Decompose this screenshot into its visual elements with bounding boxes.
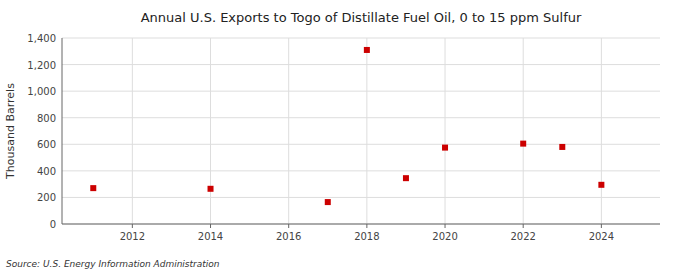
point	[208, 186, 214, 192]
x-tick	[366, 224, 367, 228]
y-tick-label: 1,000	[27, 86, 56, 97]
x-tick-label: 2020	[432, 231, 457, 242]
x-tick	[132, 224, 133, 228]
x-tick-label: 2022	[510, 231, 535, 242]
point	[325, 199, 331, 205]
grid-line	[132, 38, 133, 224]
chart-container: Annual U.S. Exports to Togo of Distillat…	[0, 0, 675, 275]
point	[442, 145, 448, 151]
grid-line	[62, 91, 660, 92]
grid-line	[62, 117, 660, 118]
grid-line	[62, 64, 660, 65]
grid-line	[62, 144, 660, 145]
point	[90, 185, 96, 191]
y-tick-label: 1,200	[27, 60, 56, 71]
y-tick-label: 600	[37, 139, 56, 150]
chart: Annual U.S. Exports to Togo of Distillat…	[0, 0, 675, 275]
x-tick	[288, 224, 289, 228]
y-tick-label: 400	[37, 166, 56, 177]
title: Annual U.S. Exports to Togo of Distillat…	[141, 10, 582, 25]
x-tick	[210, 224, 211, 228]
grid-line	[62, 38, 660, 39]
x-tick-label: 2024	[589, 231, 614, 242]
y-tick-label: 1,400	[27, 33, 56, 44]
x-tick-label: 2012	[120, 231, 145, 242]
point	[598, 182, 604, 188]
x-tick	[445, 224, 446, 228]
y-tick-label: 0	[50, 219, 56, 230]
x-tick-label: 2016	[276, 231, 301, 242]
y-tick-label: 800	[37, 113, 56, 124]
y-axis-line	[62, 38, 63, 224]
grid-line	[62, 224, 660, 225]
grid-line	[366, 38, 367, 224]
x-axis-line	[62, 224, 660, 225]
point	[364, 47, 370, 53]
x-tick-label: 2014	[198, 231, 223, 242]
point	[559, 144, 565, 150]
grid	[62, 38, 660, 224]
points	[90, 47, 604, 205]
grid-line	[445, 38, 446, 224]
x-tick	[523, 224, 524, 228]
y-axis-label: Thousand Barrels	[4, 83, 17, 180]
grid-line	[601, 38, 602, 224]
grid-line	[523, 38, 524, 224]
y-tick-label: 200	[37, 192, 56, 203]
point	[520, 141, 526, 147]
point	[403, 175, 409, 181]
grid-line	[288, 38, 289, 224]
grid-line	[62, 197, 660, 198]
x-tick-label: 2018	[354, 231, 379, 242]
grid-line	[62, 170, 660, 171]
x-tick	[601, 224, 602, 228]
source-note: Source: U.S. Energy Information Administ…	[6, 259, 220, 269]
grid-line	[210, 38, 211, 224]
